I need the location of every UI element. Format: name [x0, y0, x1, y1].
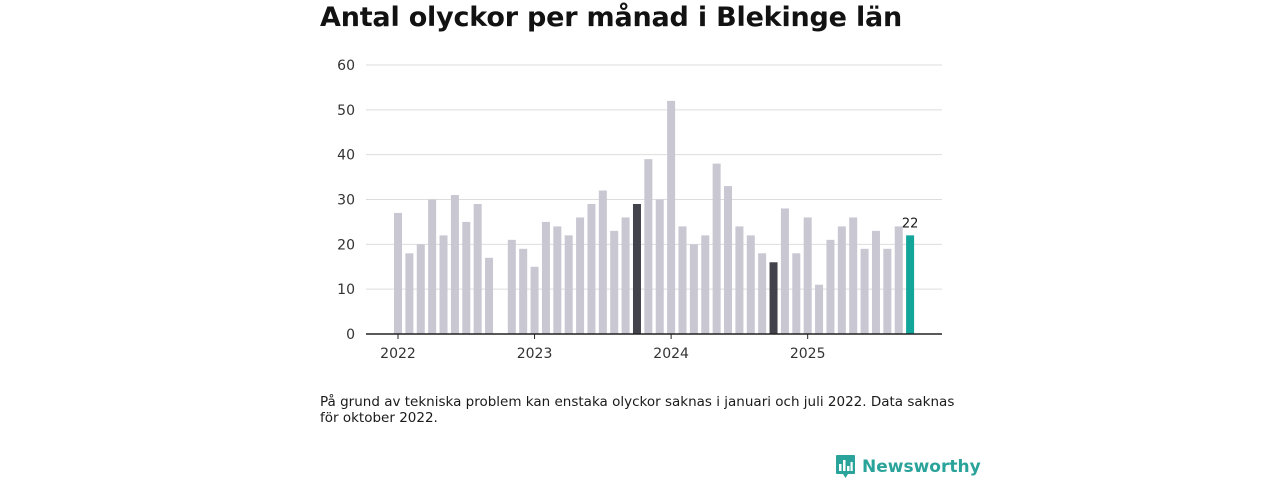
- x-tick-label: 2024: [653, 346, 689, 362]
- bar-2022-05: [439, 235, 448, 334]
- bar-2025-09: [894, 226, 903, 334]
- brand-logo: Newsworthy: [835, 454, 981, 479]
- bar-2022-08: [473, 203, 482, 334]
- y-axis-ticks: 0 10 20 30 40 50 60: [337, 58, 355, 343]
- bar-2024-04: [701, 235, 710, 334]
- bar-2025-08: [883, 248, 892, 334]
- bar-chart-icon: [836, 455, 855, 478]
- bar-2024-11: [780, 208, 789, 334]
- bar-2023-11: [644, 159, 653, 334]
- bar-2023-03: [553, 226, 562, 334]
- brand-name: Newsworthy: [862, 456, 981, 477]
- bar-2022-03: [416, 244, 425, 334]
- bar-2024-06: [724, 186, 733, 334]
- bar-2023-01: [530, 266, 539, 334]
- bar-2023-02: [541, 221, 550, 334]
- bar-2022-07: [462, 221, 471, 334]
- data-labels: 22: [902, 216, 919, 231]
- bar-2024-08: [746, 235, 755, 334]
- bar-2022-09: [485, 257, 494, 334]
- bar-2023-07: [598, 190, 607, 334]
- bar-2025-01: [803, 217, 812, 334]
- bar-2024-05: [712, 163, 721, 334]
- bar-chart: 0 10 20 30 40 50 60 2022 2023 2024 2025 22: [337, 58, 942, 362]
- bar-2025-06: [860, 248, 869, 334]
- x-axis-ticks: 2022 2023 2024 2025: [380, 334, 826, 362]
- chart-title: Antal olyckor per månad i Blekinge län: [320, 2, 903, 33]
- bar-2022-06: [450, 195, 459, 334]
- bar-2022-11: [507, 239, 516, 334]
- y-tick-label: 50: [337, 103, 355, 119]
- bar-2023-10: [632, 203, 641, 334]
- bar-2022-01: [394, 212, 402, 334]
- y-tick-label: 40: [337, 148, 355, 164]
- bar-2024-01: [667, 100, 676, 334]
- gridlines: [366, 64, 942, 290]
- x-tick-label: 2023: [517, 346, 553, 362]
- bar-2024-02: [678, 226, 687, 334]
- bar-2025-04: [837, 226, 846, 334]
- bar-2023-06: [587, 203, 596, 334]
- data-label: 22: [902, 216, 919, 231]
- bar-2025-10: [906, 235, 915, 334]
- bar-2025-03: [826, 239, 835, 334]
- y-tick-label: 10: [337, 282, 355, 298]
- y-tick-label: 20: [337, 237, 355, 253]
- y-tick-label: 60: [337, 58, 355, 74]
- bar-2024-03: [689, 244, 698, 334]
- bar-2024-09: [758, 253, 767, 334]
- y-tick-label: 0: [346, 327, 355, 343]
- bar-2022-12: [519, 248, 528, 334]
- bar-2023-04: [564, 235, 573, 334]
- bar-2024-12: [792, 253, 801, 334]
- bar-2023-09: [621, 217, 630, 334]
- bars: [394, 100, 915, 334]
- bar-2022-02: [405, 253, 414, 334]
- y-tick-label: 30: [337, 193, 355, 209]
- x-tick-label: 2022: [380, 346, 416, 362]
- bar-2023-05: [576, 217, 585, 334]
- bar-2025-05: [849, 217, 858, 334]
- bar-2022-04: [428, 199, 437, 334]
- bar-2024-10: [769, 262, 778, 334]
- bar-2023-12: [655, 199, 664, 334]
- bar-2025-07: [871, 230, 880, 334]
- bar-2025-02: [815, 284, 824, 334]
- bar-2024-07: [735, 226, 744, 334]
- x-tick-label: 2025: [790, 346, 826, 362]
- chart-note: På grund av tekniska problem kan enstaka…: [320, 394, 955, 426]
- bar-2023-08: [610, 230, 619, 334]
